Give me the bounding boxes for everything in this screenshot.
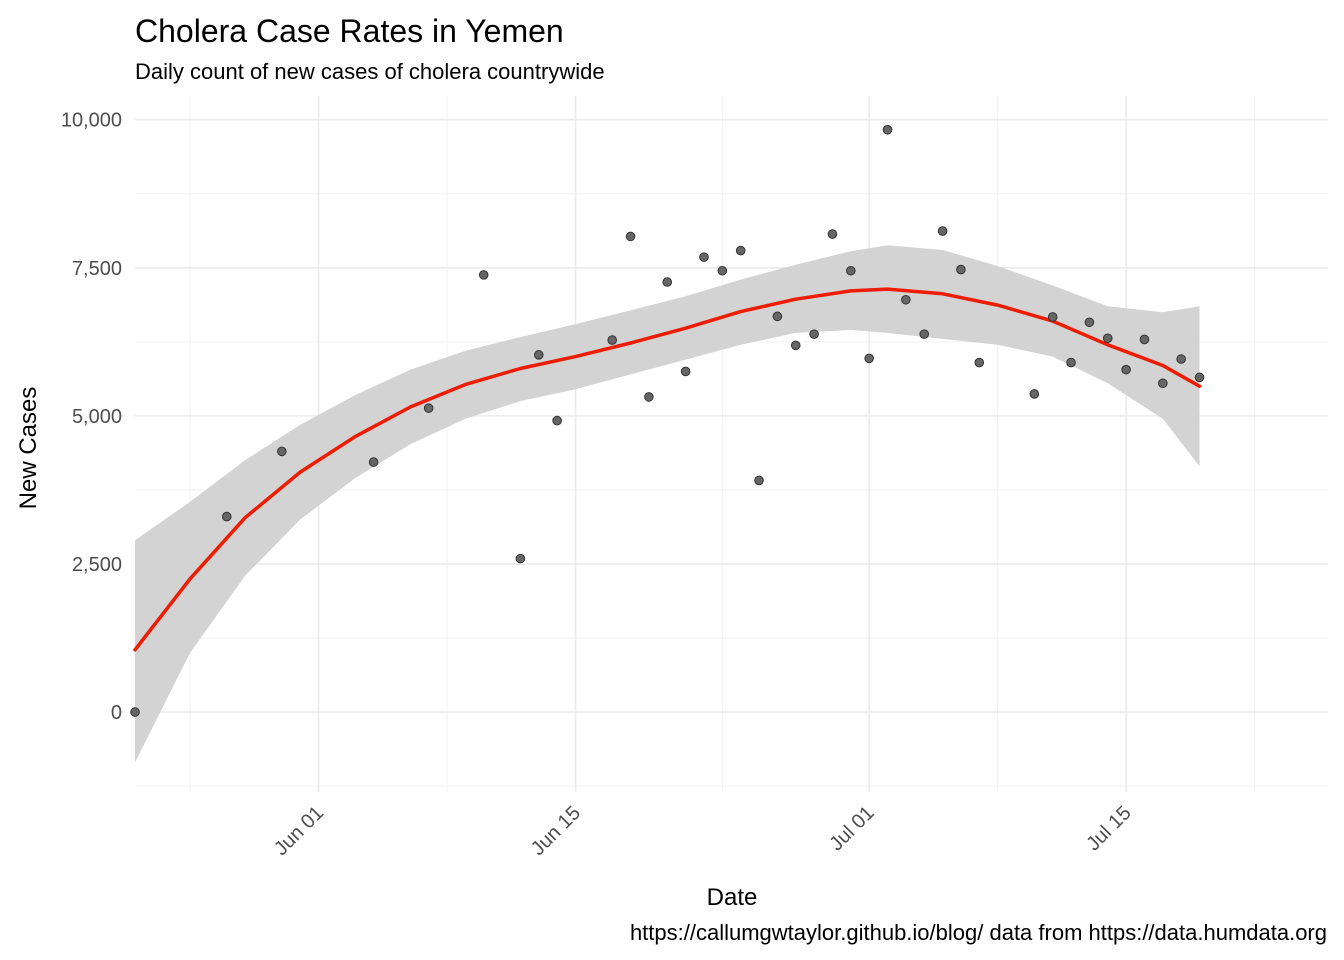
data-point [423, 403, 434, 413]
chart-title: Cholera Case Rates in Yemen [135, 13, 564, 49]
data-point [754, 475, 764, 486]
data-point [680, 366, 691, 377]
chart-subtitle: Daily count of new cases of cholera coun… [135, 59, 605, 84]
data-point [662, 277, 673, 287]
data-point [717, 265, 728, 276]
data-point [1176, 354, 1186, 364]
data-point [937, 226, 948, 236]
smooth-trend-line [133, 287, 1202, 652]
data-point [533, 350, 544, 360]
major-gridlines [135, 96, 1328, 792]
scatter-points [130, 124, 1205, 717]
data-point [735, 245, 746, 256]
confidence-band [135, 245, 1200, 763]
data-point [699, 252, 709, 262]
data-point [644, 392, 654, 402]
x-tick-label: Jun 01 [270, 802, 328, 860]
data-point [827, 229, 838, 239]
data-point [552, 415, 562, 426]
data-point [130, 707, 140, 717]
data-point [625, 231, 636, 242]
data-point [974, 357, 985, 368]
data-point [846, 265, 856, 276]
data-point [221, 511, 232, 522]
data-point [1102, 333, 1113, 344]
data-point [1066, 357, 1076, 368]
data-point [1194, 372, 1205, 383]
y-tick-label: 5,000 [72, 406, 122, 428]
data-point [790, 340, 801, 351]
x-tick-label: Jun 15 [527, 802, 585, 860]
data-point [1158, 378, 1168, 389]
data-point [1029, 389, 1040, 399]
x-axis-tick-labels: Jun 01 Jun 15 Jul 01 Jul 15 [270, 802, 1136, 860]
data-point [772, 311, 783, 322]
x-tick-label: Jul 01 [825, 802, 878, 855]
data-point [1047, 312, 1058, 322]
data-point [277, 446, 287, 457]
data-point [919, 329, 930, 339]
y-tick-label: 10,000 [61, 110, 122, 132]
data-point [882, 124, 893, 135]
data-point [368, 457, 379, 467]
data-point [1121, 364, 1131, 375]
data-point [1084, 317, 1095, 328]
y-tick-label: 0 [111, 702, 122, 724]
data-point [864, 353, 874, 364]
x-tick-label: Jul 15 [1082, 802, 1135, 855]
confidence-band-layer [135, 245, 1200, 763]
data-point [478, 270, 489, 280]
chart-caption: https://callumgwtaylor.github.io/blog/ d… [630, 920, 1327, 945]
data-point [956, 264, 966, 275]
data-point [607, 335, 618, 345]
data-point [1139, 334, 1150, 345]
data-point [901, 294, 911, 305]
y-axis-tick-labels: 0 2,500 5,000 7,500 10,000 [61, 110, 122, 724]
smooth-line-layer [133, 287, 1202, 652]
y-axis-title: New Cases [15, 387, 42, 510]
data-point [515, 553, 526, 564]
y-tick-label: 2,500 [72, 554, 122, 576]
y-tick-label: 7,500 [72, 258, 122, 280]
x-axis-title: Date [707, 884, 758, 911]
data-point [809, 329, 819, 339]
